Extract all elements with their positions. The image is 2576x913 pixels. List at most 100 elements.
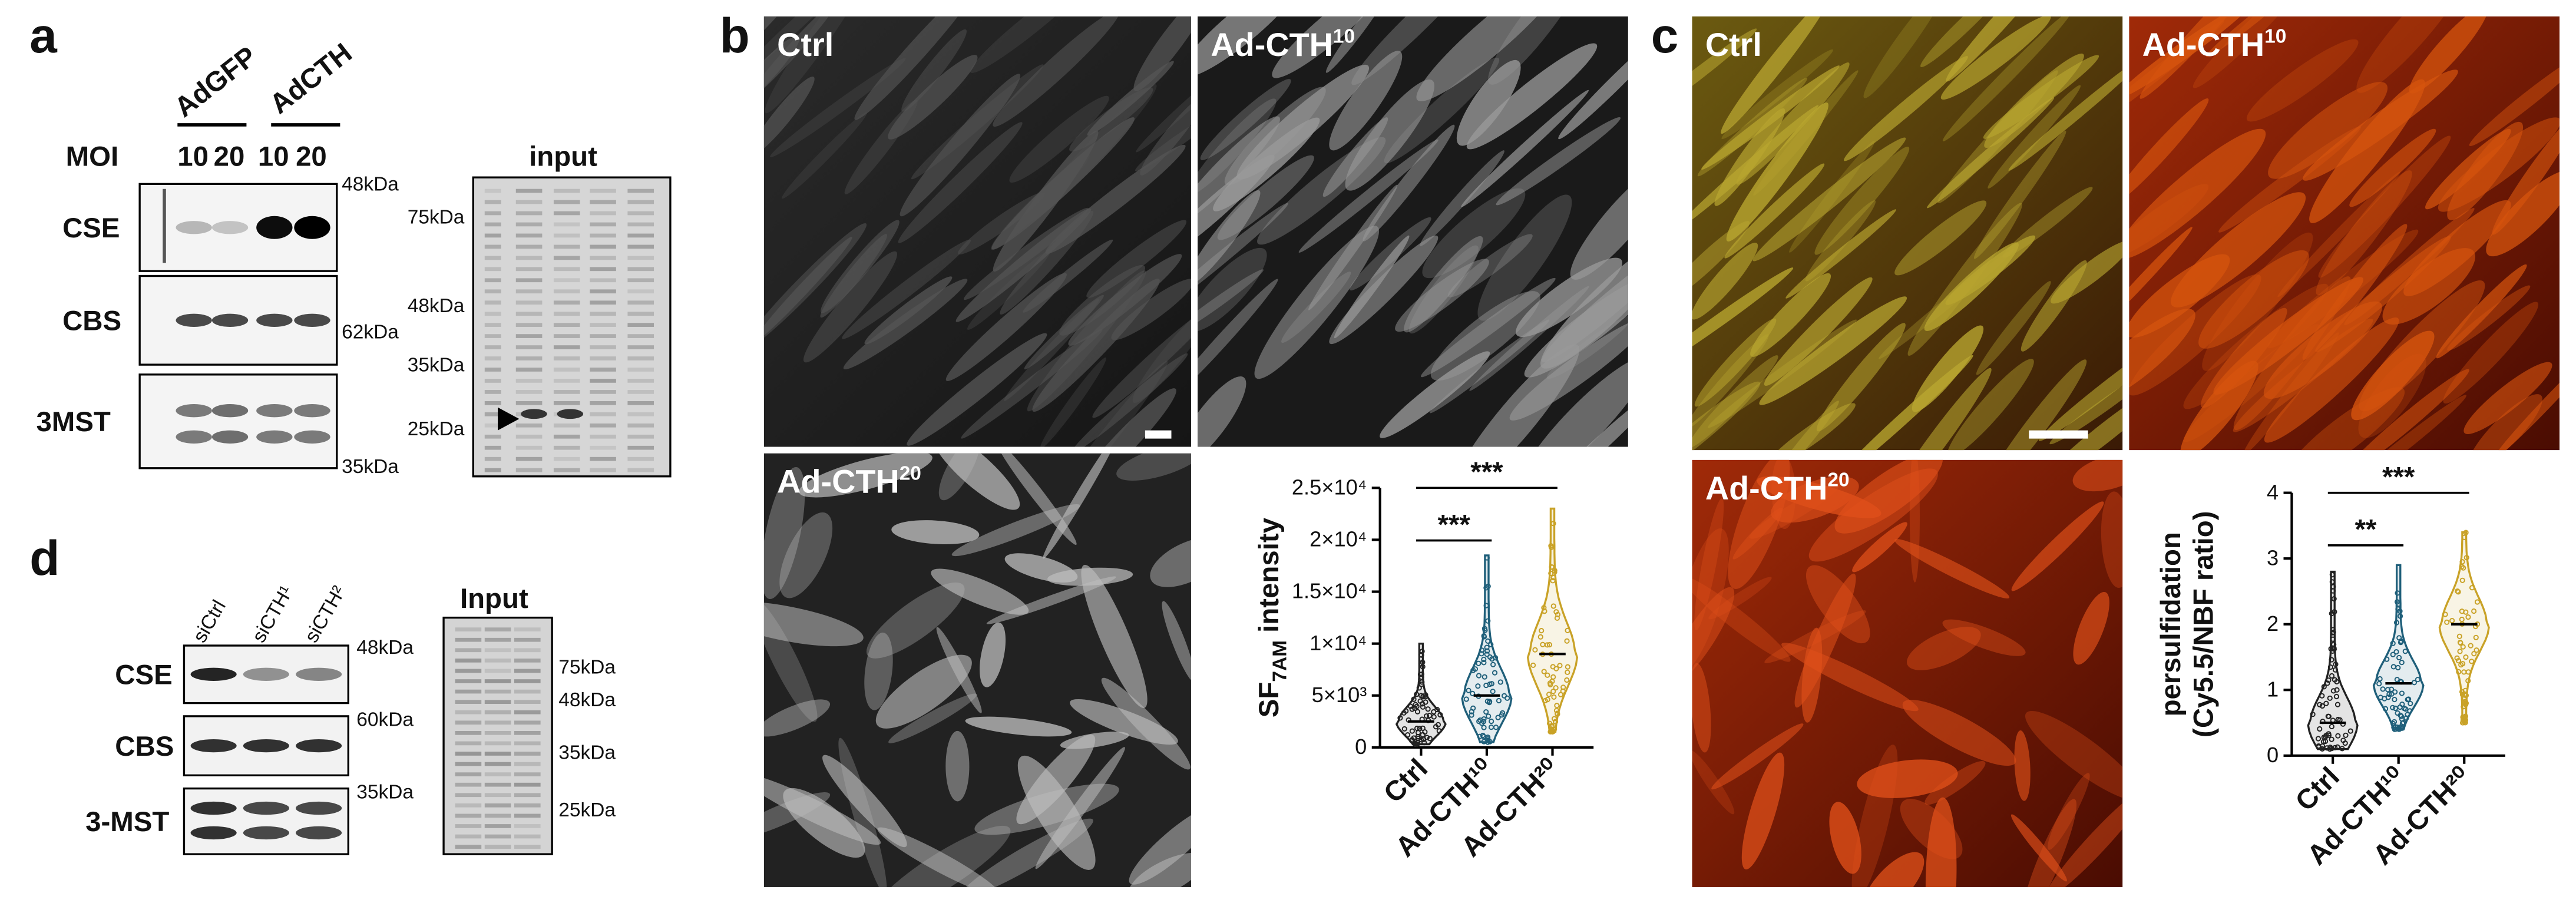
dot (1487, 699, 1493, 704)
dot (2376, 681, 2382, 687)
cell (1162, 601, 1191, 682)
dot (2385, 694, 2391, 700)
dot (2330, 588, 2336, 594)
cell (779, 512, 833, 598)
kda-marker: 75kDa (408, 206, 465, 228)
dot (2317, 726, 2323, 732)
cell (1692, 242, 1758, 320)
dot (2395, 710, 2400, 716)
cell (854, 16, 980, 120)
gel-band (484, 637, 511, 642)
cell (1940, 16, 2051, 100)
cell (2048, 773, 2090, 850)
gel-band (514, 845, 541, 849)
dot (1427, 713, 1433, 719)
y-tick-label: 2 (2267, 611, 2279, 636)
gel-band (514, 689, 541, 694)
gel-band (514, 762, 541, 766)
gel-band (590, 356, 616, 360)
dot (1555, 711, 1560, 717)
dot (1414, 739, 1421, 746)
dot (1431, 709, 1437, 715)
dot (1490, 661, 1496, 667)
dot (1501, 693, 1507, 699)
gel-band (455, 762, 482, 766)
cell (2268, 82, 2388, 179)
band (190, 667, 237, 681)
band (211, 313, 249, 327)
gel-band (455, 689, 482, 694)
dot (2392, 705, 2398, 712)
band (211, 221, 249, 234)
dot (1546, 692, 1552, 697)
dot (2459, 577, 2465, 583)
cell (2447, 285, 2531, 351)
cell (2233, 276, 2351, 431)
dot (1484, 698, 1490, 704)
dot (1542, 608, 1547, 614)
cell (843, 279, 968, 370)
gel-band (455, 772, 482, 776)
dot (1552, 567, 1557, 574)
violin (2438, 531, 2490, 724)
gel-band (455, 741, 482, 746)
dot (1489, 718, 1494, 725)
dot (1420, 704, 1426, 710)
scale-bar (1145, 430, 1172, 439)
gel-band (515, 289, 543, 294)
cell (1764, 277, 1873, 386)
dot (1479, 720, 1485, 726)
gel-band (553, 468, 580, 472)
dot (2317, 702, 2323, 707)
cell (1009, 95, 1109, 183)
micrograph: Ad-CTH10 (1198, 16, 1628, 447)
kda-marker: 48kDa (342, 173, 399, 195)
dot (2329, 723, 2334, 730)
gel-band (484, 368, 501, 372)
cell (2436, 264, 2527, 359)
cell (1721, 49, 1833, 139)
cell (2359, 280, 2485, 412)
gel-band (553, 401, 580, 405)
cell (891, 520, 980, 545)
cell (1135, 111, 1191, 171)
gel-band (514, 834, 541, 839)
cell (1920, 16, 2011, 67)
gel-band (590, 390, 616, 394)
dot (1475, 683, 1481, 689)
kda-marker: 35kDa (342, 456, 399, 478)
dot (2403, 706, 2409, 712)
dot (1416, 685, 1422, 691)
dot (2395, 664, 2401, 671)
cell (1345, 80, 1435, 191)
dot (1495, 714, 1501, 720)
cell (1694, 318, 1777, 407)
dot (1401, 726, 1407, 732)
gel-band (590, 211, 616, 216)
cell (2277, 171, 2400, 297)
gel-band (627, 412, 654, 416)
dot (2471, 608, 2477, 614)
cell (2205, 16, 2303, 57)
gel-band (590, 267, 616, 272)
dot (2458, 662, 2464, 668)
dot (2459, 616, 2465, 623)
cell (2201, 307, 2287, 408)
dot (1414, 709, 1421, 714)
group-label: AdGFP (169, 41, 263, 124)
cell (1198, 203, 1288, 319)
cell (1829, 802, 1861, 874)
cell (888, 55, 978, 140)
cell (2486, 170, 2560, 257)
dot (2386, 691, 2392, 697)
dot (2449, 618, 2455, 624)
gel-band (484, 312, 501, 316)
dot (1401, 710, 1407, 716)
cell (1133, 16, 1191, 91)
gel-band (553, 188, 580, 193)
cell (1542, 244, 1628, 362)
gel-band (484, 679, 511, 683)
dot (1551, 694, 1557, 700)
cell (2438, 117, 2560, 212)
dot (2316, 743, 2322, 749)
